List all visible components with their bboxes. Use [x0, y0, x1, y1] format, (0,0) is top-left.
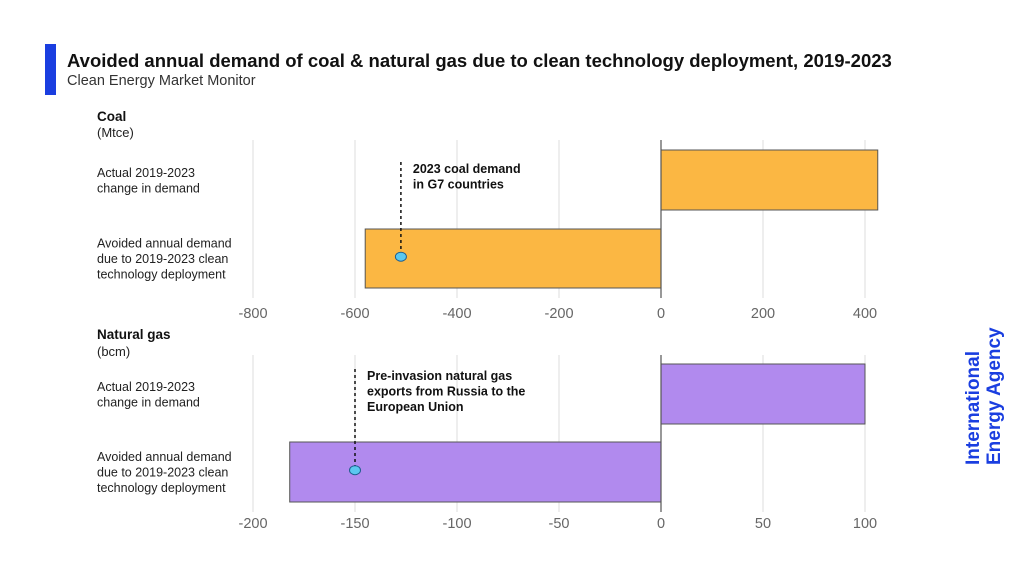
bar: [289, 441, 662, 503]
category-label: due to 2019-2023 clean: [97, 252, 228, 266]
panel-title: Coal: [97, 109, 126, 124]
tick-label: 400: [853, 306, 877, 322]
category-label: technology deployment: [97, 268, 226, 282]
category-label: technology deployment: [97, 481, 226, 495]
annotation-text: 2023 coal demand: [413, 162, 521, 176]
category-label: due to 2019-2023 clean: [97, 466, 228, 480]
tick-label: 200: [751, 306, 775, 322]
brand-line-2: Energy Agency: [984, 327, 1005, 465]
tick-label: -200: [544, 306, 573, 322]
bar: [660, 363, 866, 425]
title-accent-bar: [45, 44, 56, 95]
panel-unit: (bcm): [97, 344, 130, 359]
bar: [364, 228, 662, 289]
panel-title: Natural gas: [97, 327, 171, 342]
bar: [660, 149, 879, 211]
iea-logo: International Energy Agency: [963, 327, 1005, 465]
category-label: Actual 2019-2023: [97, 166, 195, 180]
annotation-text: Pre-invasion natural gas: [367, 369, 512, 383]
tick-label: 100: [853, 516, 877, 532]
category-label: change in demand: [97, 181, 200, 195]
annotation-text: in G7 countries: [413, 178, 504, 192]
category-label: Avoided annual demand: [97, 237, 232, 251]
annotation-text: European Union: [367, 400, 464, 414]
tick-label: -800: [238, 306, 267, 322]
tick-label: -150: [340, 516, 369, 532]
tick-label: -200: [238, 516, 267, 532]
annotation-text: exports from Russia to the: [367, 385, 525, 399]
category-label: Avoided annual demand: [97, 450, 232, 464]
brand-line-1: International: [963, 350, 984, 465]
tick-label: -400: [442, 306, 471, 322]
tick-label: -100: [442, 516, 471, 532]
chart-title: Avoided annual demand of coal & natural …: [67, 50, 892, 71]
annotation-marker: [349, 465, 361, 476]
tick-label: -600: [340, 306, 369, 322]
panel-unit: (Mtce): [97, 125, 134, 140]
chart-subtitle: Clean Energy Market Monitor: [67, 73, 256, 89]
tick-label: 0: [657, 516, 665, 532]
annotation-marker: [394, 251, 407, 262]
tick-label: 0: [657, 306, 665, 322]
category-label: change in demand: [97, 395, 200, 409]
tick-label: -50: [549, 516, 570, 532]
tick-label: 50: [755, 516, 771, 532]
category-label: Actual 2019-2023: [97, 380, 195, 394]
